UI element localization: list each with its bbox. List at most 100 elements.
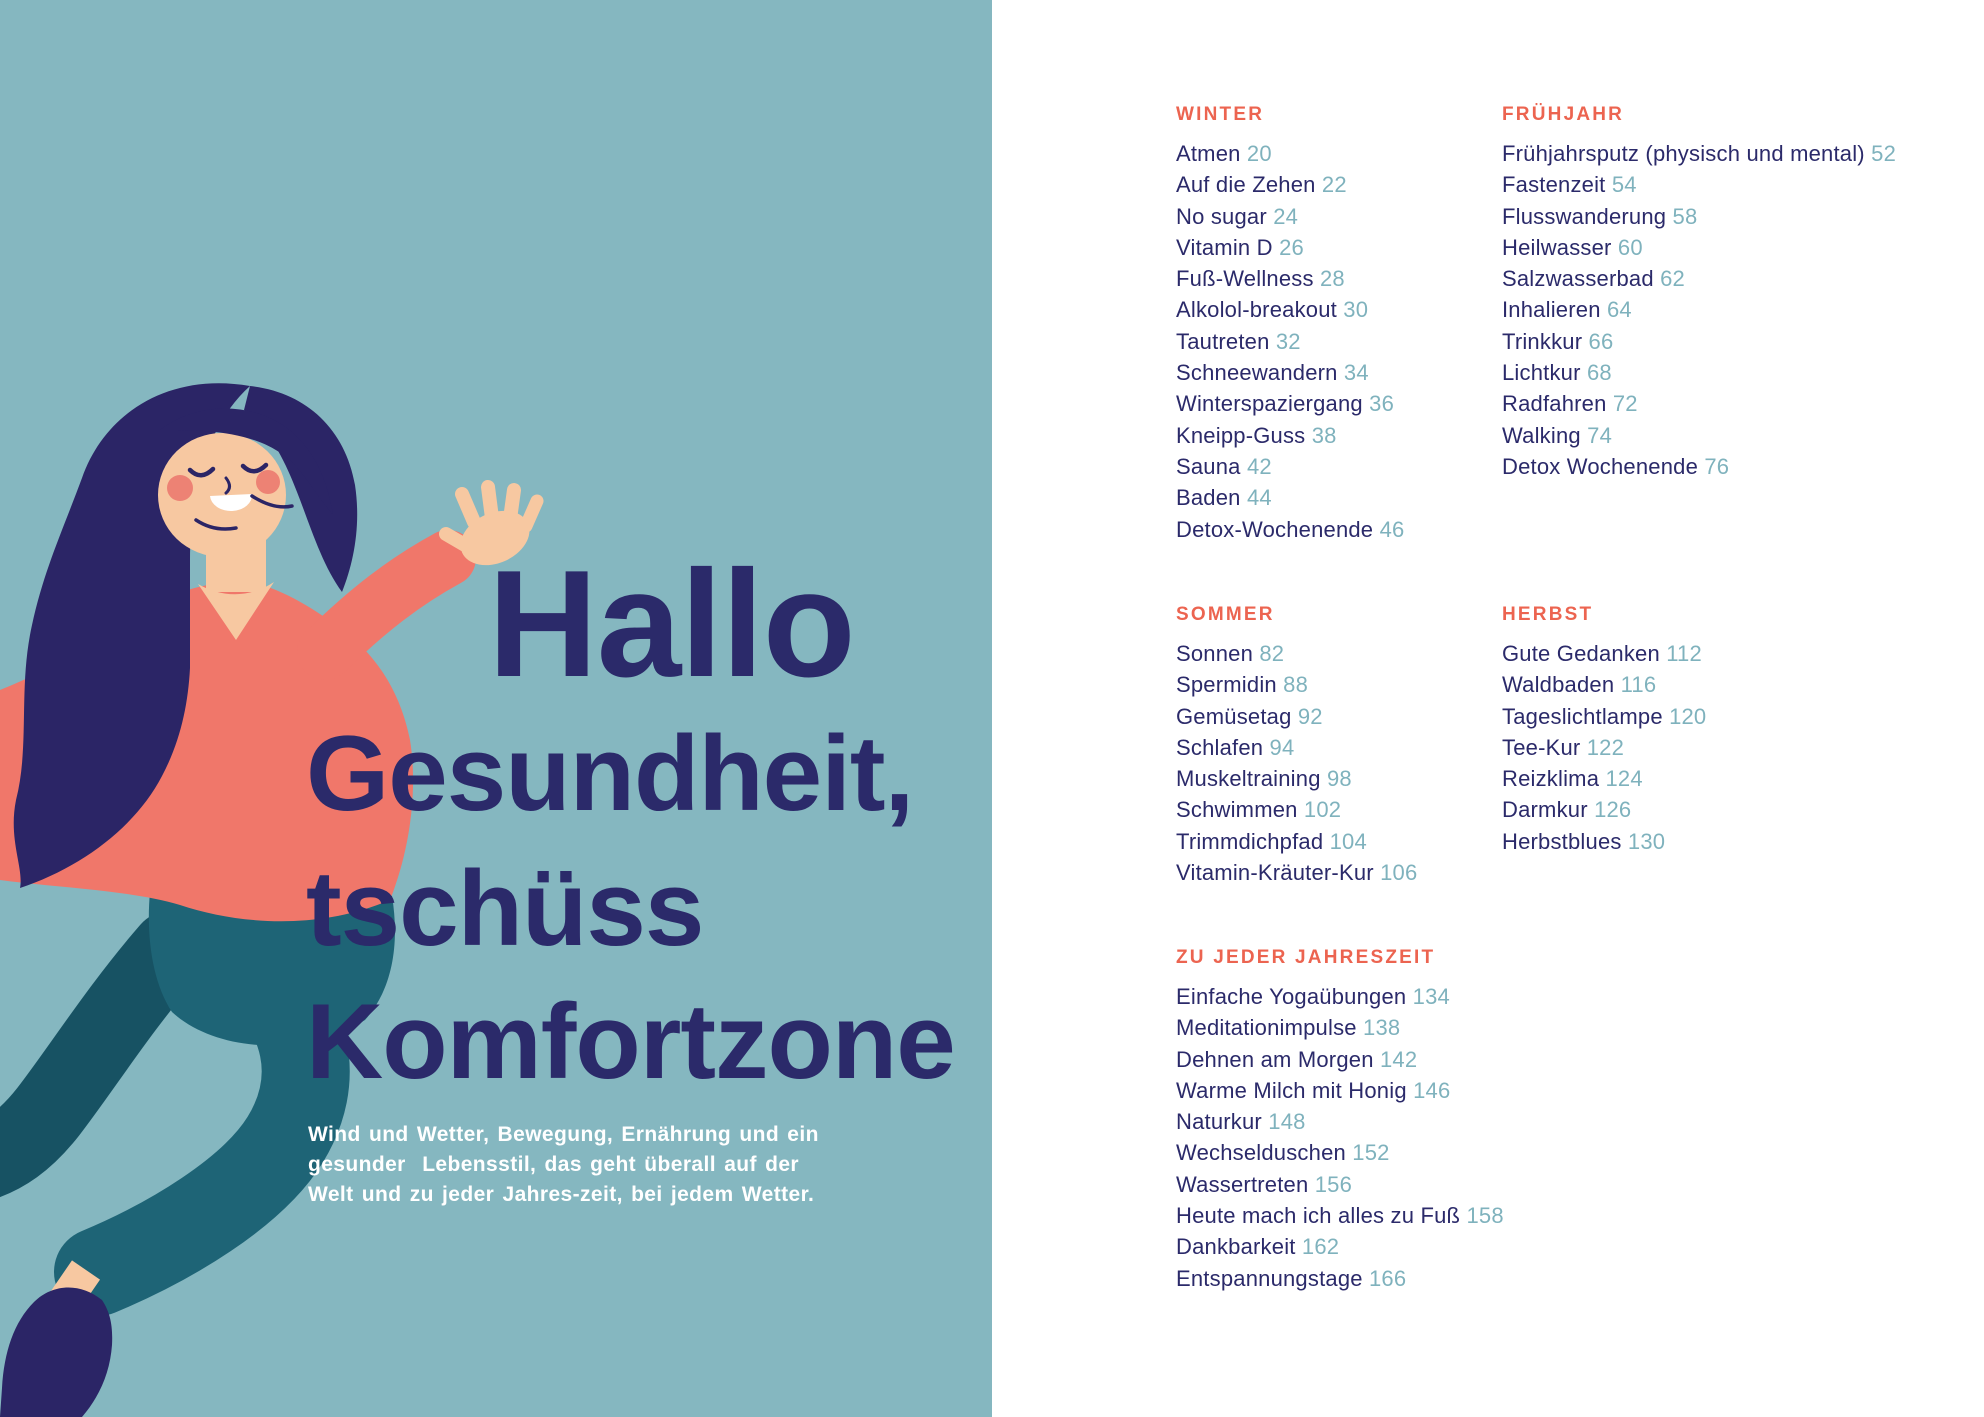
hips <box>148 892 395 1046</box>
toc-item-page: 120 <box>1669 703 1707 729</box>
toc-item: Auf die Zehen 22 <box>1176 169 1616 200</box>
toc-item-label: Gemüsetag <box>1176 703 1292 729</box>
toc-item-page: 68 <box>1586 360 1612 386</box>
toc-item: Trinkkur 66 <box>1502 326 1972 357</box>
toc-item-page: 32 <box>1275 328 1301 354</box>
toc-item: Wassertreten 156 <box>1176 1169 1616 1200</box>
toc-item-page: 34 <box>1343 360 1369 386</box>
subtitle-paragraph: Wind und Wetter, Bewegung, Ernährung und… <box>308 1120 908 1210</box>
toc-item: Salzwasserbad 62 <box>1502 263 1972 294</box>
toc-item-page: 146 <box>1413 1077 1451 1103</box>
toc-item-label: Tautreten <box>1176 328 1270 354</box>
toc-section-winter: WINTER Atmen 20 Auf die Zehen 22 No sugar … <box>1176 100 1616 545</box>
toc-item-label: Salzwasserbad <box>1502 266 1654 292</box>
toc-item-label: Auf die Zehen <box>1176 172 1316 198</box>
toc-item: Heute mach ich alles zu Fuß 158 <box>1176 1200 1616 1231</box>
toc-item-label: Heilwasser <box>1502 234 1612 260</box>
toc-item: Tautreten 32 <box>1176 326 1616 357</box>
nose <box>224 476 231 495</box>
toc-item-label: Schneewandern <box>1176 360 1338 386</box>
toc-item-page: 92 <box>1297 703 1323 729</box>
toc-item-page: 74 <box>1587 422 1613 448</box>
toc-item-page: 66 <box>1588 328 1614 354</box>
toc-item: Darmkur 126 <box>1502 794 1942 825</box>
toc-item-page: 20 <box>1246 141 1272 166</box>
toc-item-page: 58 <box>1672 203 1698 229</box>
toc-item-label: Muskeltraining <box>1176 766 1321 792</box>
toc-item: Gemüsetag 92 <box>1176 701 1616 732</box>
smile-line <box>250 494 294 509</box>
toc-item-list: Frühjahrsputz (physisch und mental) 52 Fa… <box>1502 138 1972 482</box>
waving-hand <box>439 480 544 566</box>
toc-item-page: 46 <box>1379 516 1405 542</box>
left-page-background: Hallo Gesundheit, tschüss Komfortzone Wi… <box>0 0 992 1417</box>
toc-item-label: Reizklima <box>1502 766 1600 792</box>
right-eye <box>240 462 269 474</box>
toc-item-page: 112 <box>1666 641 1702 666</box>
toc-item-label: Tageslichtlampe <box>1502 703 1663 729</box>
toc-item-label: Vitamin-Kräuter-Kur <box>1176 860 1374 886</box>
toc-item-page: 158 <box>1466 1203 1504 1229</box>
toc-item-label: Sauna <box>1176 453 1241 479</box>
toc-item: Walking 74 <box>1502 420 1972 451</box>
left-cheek <box>167 475 193 501</box>
toc-item-label: Detox Wochenende <box>1502 453 1699 479</box>
toc-item: No sugar 24 <box>1176 201 1616 232</box>
toc-item-label: Vitamin D <box>1176 234 1273 260</box>
toc-section-herbst: HERBST Gute Gedanken 112 Waldbaden 116 Tag… <box>1502 600 1942 857</box>
toc-item-page: 60 <box>1617 234 1643 260</box>
waving-woman-illustration <box>0 383 544 1417</box>
headline-line-3: tschüss <box>306 848 704 968</box>
toc-item-label: Naturkur <box>1176 1109 1262 1135</box>
toc-item-page: 104 <box>1329 828 1367 854</box>
toc-item-label: Einfache Yogaübungen <box>1176 984 1407 1009</box>
toc-item: Meditationimpulse 138 <box>1176 1012 1616 1043</box>
toc-item-page: 22 <box>1321 172 1347 198</box>
toc-item: Warme Milch mit Honig 146 <box>1176 1075 1616 1106</box>
toc-item-page: 142 <box>1379 1046 1418 1072</box>
toc-item-page: 28 <box>1320 266 1345 292</box>
toc-item-label: Baden <box>1176 485 1241 511</box>
toc-item: Herbstblues 130 <box>1502 826 1942 857</box>
toc-item-list: Atmen 20 Auf die Zehen 22 No sugar 24 Vitam… <box>1176 138 1616 545</box>
toc-item-label: Dankbarkeit <box>1176 1234 1296 1260</box>
subtitle-line: Wind und Wetter, Bewegung, Ernährung und… <box>308 1123 819 1146</box>
raised-arm <box>297 530 476 680</box>
toc-item-label: Entspannungstage <box>1176 1265 1363 1291</box>
toc-section-sommer: SOMMER Sonnen 82 Spermidin 88 Gemüsetag 92… <box>1176 600 1616 888</box>
toc-item-page: 106 <box>1380 860 1418 886</box>
toc-item: Heilwasser 60 <box>1502 232 1972 263</box>
toc-item-label: Winterspaziergang <box>1176 391 1363 417</box>
mouth <box>210 494 253 512</box>
headline-line-2: Gesundheit, <box>306 713 914 833</box>
toc-item-page: 156 <box>1314 1171 1353 1197</box>
toc-item-page: 122 <box>1586 734 1625 760</box>
toc-item: Vitamin D 26 <box>1176 232 1616 263</box>
toc-item-label: Inhalieren <box>1502 297 1601 323</box>
subtitle-line: Welt und zu jeder Jahres-zeit, bei jedem… <box>308 1183 815 1206</box>
toc-item-label: Flusswanderung <box>1502 203 1667 229</box>
toc-item: Fastenzeit 54 <box>1502 169 1972 200</box>
toc-item-label: Detox-Wochenende <box>1176 516 1374 542</box>
toc-item: Tee-Kur 122 <box>1502 732 1942 763</box>
toc-item-label: Heute mach ich alles zu Fuß <box>1176 1203 1461 1229</box>
back-leg <box>0 911 209 1198</box>
toc-item: Baden 44 <box>1176 482 1616 513</box>
toc-item: Einfache Yogaübungen 134 <box>1176 981 1616 1012</box>
toc-item-page: 98 <box>1326 766 1352 792</box>
toc-item: Sonnen 82 <box>1176 638 1616 669</box>
toc-item-page: 44 <box>1246 485 1272 511</box>
toc-item: Naturkur 148 <box>1176 1106 1616 1137</box>
headline-line-1: Hallo <box>488 539 856 709</box>
toc-item-label: Herbstblues <box>1502 828 1622 854</box>
toc-item: Spermidin 88 <box>1176 669 1616 700</box>
toc-item: Wechselduschen 152 <box>1176 1137 1616 1168</box>
toc-item: Reizklima 124 <box>1502 763 1942 794</box>
toc-item-label: Alkolol-breakout <box>1176 297 1337 323</box>
toc-item-page: 148 <box>1268 1109 1306 1135</box>
toc-item-page: 62 <box>1660 266 1685 292</box>
chin-line <box>194 518 238 531</box>
toc-item-label: No sugar <box>1176 203 1267 229</box>
toc-item-label: Dehnen am Morgen <box>1176 1046 1374 1072</box>
toc-section-heading: SOMMER <box>1176 604 1275 625</box>
